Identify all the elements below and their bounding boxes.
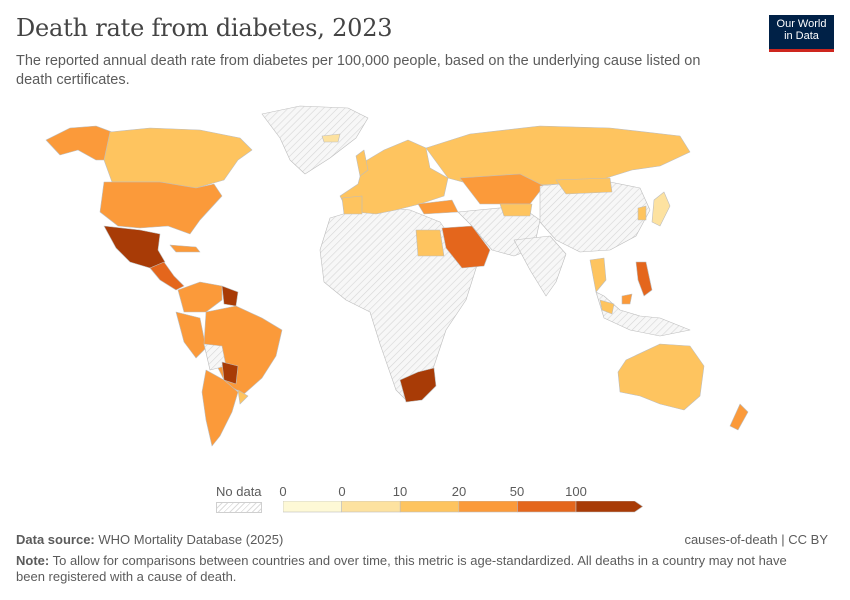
region-mongolia[interactable] (555, 177, 613, 195)
region-mexico[interactable] (103, 225, 166, 269)
legend-bin[interactable] (575, 501, 643, 513)
legend-bin[interactable] (517, 501, 577, 513)
region-japan[interactable] (651, 191, 671, 227)
region-southeast-asia[interactable] (595, 291, 691, 337)
region-uk[interactable] (355, 149, 369, 177)
legend-no-data-swatch[interactable] (216, 502, 262, 513)
region-alaska[interactable] (45, 125, 113, 161)
region-russia[interactable] (425, 125, 691, 187)
region-egypt[interactable] (415, 229, 445, 257)
region-argentina[interactable] (201, 369, 239, 447)
region-iceland[interactable] (321, 133, 341, 143)
legend-color-scale[interactable] (283, 501, 643, 515)
legend-ticks: 0 0 10 20 50 100 (0, 484, 850, 500)
region-new-zealand[interactable] (729, 403, 749, 431)
region-uruguay[interactable] (237, 389, 249, 405)
region-korea[interactable] (637, 205, 647, 221)
region-iberia[interactable] (341, 195, 363, 215)
chart-subtitle: The reported annual death rate from diab… (16, 53, 701, 88)
data-source-label: Data source: (16, 532, 95, 547)
legend-tick: 20 (451, 484, 467, 499)
region-australia[interactable] (617, 343, 705, 411)
region-malaysia[interactable] (599, 299, 615, 315)
region-usa[interactable] (99, 181, 223, 235)
data-source: Data source: WHO Mortality Database (202… (16, 532, 283, 547)
region-thailand[interactable] (589, 257, 607, 293)
legend-no-data-label: No data (216, 484, 262, 499)
region-greenland[interactable] (261, 105, 369, 175)
region-central-asia[interactable] (499, 203, 533, 217)
legend-bin[interactable] (341, 501, 401, 513)
region-china[interactable] (539, 179, 651, 253)
legend-bin[interactable] (399, 501, 460, 513)
data-source-link[interactable]: WHO Mortality Database (2025) (98, 532, 284, 547)
legend-tick: 10 (392, 484, 408, 499)
region-northern-south-america[interactable] (177, 281, 223, 313)
region-philippines[interactable] (635, 261, 653, 297)
note-label: Note: (16, 553, 50, 568)
region-india[interactable] (513, 235, 567, 297)
region-south-africa[interactable] (399, 367, 437, 403)
legend-tick: 0 (279, 484, 287, 499)
region-kazakhstan[interactable] (459, 173, 545, 205)
owid-logo[interactable]: Our World in Data (769, 15, 834, 52)
region-guianas[interactable] (221, 285, 239, 307)
region-peru[interactable] (175, 311, 207, 359)
world-map[interactable] (0, 95, 850, 475)
legend-bin[interactable] (283, 501, 342, 513)
region-canada[interactable] (103, 127, 253, 189)
note-text: To allow for comparisons between countri… (16, 553, 787, 584)
legend-bin[interactable] (458, 501, 518, 513)
legend-tick: 50 (509, 484, 525, 499)
logo-line-2: in Data (784, 30, 819, 42)
region-central-america[interactable] (149, 261, 185, 291)
region-caribbean[interactable] (169, 244, 201, 253)
legend-tick: 100 (565, 484, 587, 499)
license-link[interactable]: causes-of-death | CC BY (684, 532, 828, 547)
logo-line-1: Our World (776, 18, 827, 30)
legend-tick: 0 (338, 484, 346, 499)
region-paraguay[interactable] (221, 361, 239, 385)
chart-note: Note: To allow for comparisons between c… (16, 553, 816, 585)
region-borneo[interactable] (621, 293, 633, 305)
chart-title: Death rate from diabetes, 2023 (16, 14, 393, 42)
